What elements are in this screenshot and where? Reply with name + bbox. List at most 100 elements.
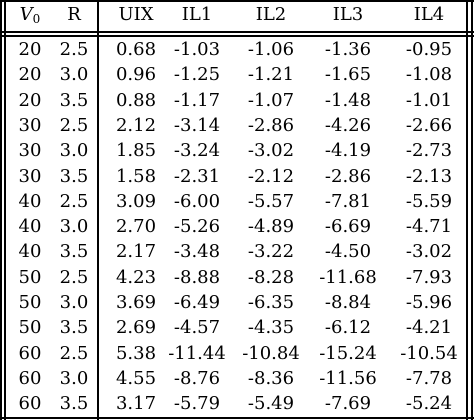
cell-r: 3.5 [59,89,89,111]
cell-uix: 2.69 [115,317,157,339]
cell-il4: -5.24 [405,393,453,415]
header-il1: IL1 [157,2,237,28]
border-right-outer [471,0,473,420]
cell-r: 3.5 [59,165,89,187]
header-r: R [54,2,94,28]
cell-il4: -1.01 [405,89,453,111]
cell-il2: -8.36 [247,367,295,389]
cell-il2: -5.49 [247,393,295,415]
cell-il1: -1.03 [173,39,221,60]
cell-il2: -6.35 [247,292,295,313]
cell-il2: -1.21 [247,64,295,86]
cell-il2: -3.02 [247,140,295,162]
cell-il1: -3.14 [173,114,221,136]
cell-v0: 50 [18,266,42,288]
cell-r: 3.0 [59,367,89,389]
column-separator [97,0,99,420]
cell-r: 3.5 [59,241,89,263]
cell-il2: -1.07 [247,89,295,111]
cell-uix: 0.68 [115,39,157,60]
header-v0-subscript: 0 [32,12,41,26]
cell-uix: 2.17 [115,241,157,263]
cell-il1: -6.00 [173,190,221,212]
cell-v0: 50 [18,317,42,339]
cell-il1: -2.31 [173,165,221,187]
cell-il2: -4.89 [247,216,295,238]
cell-r: 3.0 [59,140,89,162]
cell-v0: 40 [18,241,42,263]
cell-il3: -4.19 [324,140,372,162]
header-r-label: R [67,4,81,25]
cell-r: 3.5 [59,393,89,415]
cell-il2: -2.12 [247,165,295,187]
cell-v0: 40 [18,190,42,212]
cell-uix: 3.17 [115,393,157,415]
cell-il4: -10.54 [400,342,458,364]
header-v0: V0 [5,2,55,28]
header-il3-label: IL3 [332,4,364,25]
cell-il4: -3.02 [405,241,453,263]
cell-il2: -5.57 [247,190,295,212]
cell-il3: -11.68 [319,266,377,288]
header-rule-upper [0,31,474,33]
cell-il4: -2.13 [405,165,453,187]
cell-uix: 0.88 [115,89,157,111]
cell-il2: -10.84 [242,342,300,364]
cell-uix: 3.09 [115,190,157,212]
cell-v0: 30 [18,140,42,162]
cell-il1: -6.49 [173,292,221,313]
header-uix-label: UIX [118,4,154,25]
cell-r: 2.5 [59,266,89,288]
header-uix: UIX [101,2,171,28]
cell-il3: -1.48 [324,89,372,111]
header-rule-lower [0,35,474,37]
cell-il2: -1.06 [247,39,295,60]
cell-uix: 3.69 [115,292,157,313]
cell-v0: 60 [18,367,42,389]
cell-il4: -2.73 [405,140,453,162]
cell-il3: -7.69 [324,393,372,415]
cell-il4: -7.93 [405,266,453,288]
header-il1-label: IL1 [181,4,213,25]
cell-r: 2.5 [59,39,89,60]
cell-il1: -3.48 [173,241,221,263]
cell-r: 3.0 [59,216,89,238]
cell-il1: -4.57 [173,317,221,339]
cell-v0: 60 [18,342,42,364]
cell-il3: -7.81 [324,190,372,212]
cell-il3: -4.26 [324,114,372,136]
cell-il4: -0.95 [405,39,453,60]
header-il4-label: IL4 [413,4,445,25]
header-il2: IL2 [231,2,311,28]
header-il4: IL4 [389,2,469,28]
cell-il2: -4.35 [247,317,295,339]
cell-r: 2.5 [59,190,89,212]
cell-v0: 30 [18,165,42,187]
cell-il1: -1.17 [173,89,221,111]
cell-r: 3.0 [59,64,89,86]
cell-il4: -7.78 [405,367,453,389]
cell-uix: 4.55 [115,367,157,389]
cell-il2: -8.28 [247,266,295,288]
border-bottom [0,417,474,419]
cell-il1: -5.26 [173,216,221,238]
cell-v0: 20 [18,39,42,60]
cell-il1: -8.88 [173,266,221,288]
cell-v0: 40 [18,216,42,238]
cell-il4: -1.08 [405,64,453,86]
cell-il4: -4.71 [405,216,453,238]
cell-il1: -1.25 [173,64,221,86]
cell-il1: -8.76 [173,367,221,389]
cell-r: 2.5 [59,114,89,136]
cell-il4: -5.59 [405,190,453,212]
cell-il2: -3.22 [247,241,295,263]
border-left-inner [4,0,6,420]
cell-v0: 20 [18,64,42,86]
cell-r: 2.5 [59,342,89,364]
cell-r: 3.5 [59,317,89,339]
cell-il3: -6.69 [324,216,372,238]
header-il2-label: IL2 [255,4,287,25]
cell-il3: -8.84 [324,292,372,313]
header-il3: IL3 [308,2,388,28]
